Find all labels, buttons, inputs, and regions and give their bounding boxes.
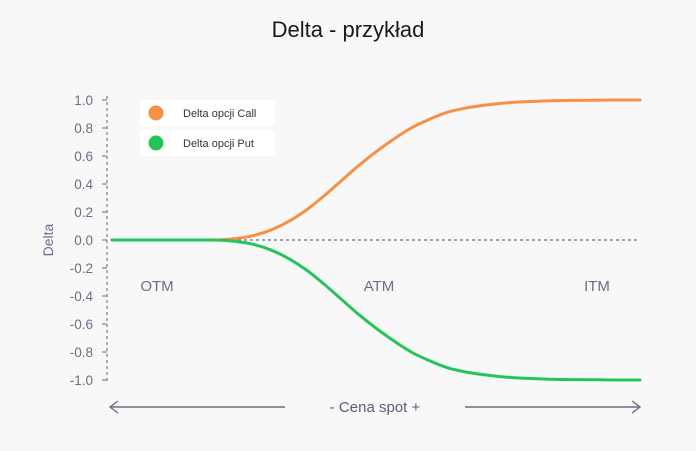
legend: Delta opcji Call Delta opcji Put [140, 100, 275, 156]
region-labels: OTM ATM ITM [140, 278, 610, 295]
y-tick-label: 0.4 [74, 177, 93, 192]
legend-put-label: Delta opcji Put [183, 138, 254, 150]
y-tick-label: 0.2 [74, 205, 93, 220]
y-axis-ticks: 1.0 0.8 0.6 0.4 0.2 0.0 -0.2 -0.4 -0.6 -0.8 -1.0 [70, 93, 107, 388]
y-tick-label: -0.6 [70, 317, 93, 332]
right-arrow-icon [631, 400, 642, 414]
y-tick-label: 0.6 [74, 149, 93, 164]
y-tick-label: -1.0 [70, 373, 93, 388]
legend-put-marker [148, 135, 164, 151]
y-tick-label: -0.4 [70, 289, 94, 304]
chart-title: Delta - przykład [272, 17, 425, 42]
region-label-otm: OTM [140, 278, 173, 295]
y-tick-label: 0.0 [74, 233, 93, 248]
region-label-atm: ATM [364, 278, 395, 295]
y-tick-label: -0.8 [70, 345, 93, 360]
legend-item-put-box [140, 130, 275, 156]
put-delta-line [110, 238, 642, 382]
legend-item-call-box [140, 100, 275, 126]
legend-call-marker [148, 105, 164, 121]
left-arrow-icon [108, 400, 119, 414]
region-label-itm: ITM [584, 278, 610, 295]
legend-call-label: Delta opcji Call [183, 108, 256, 120]
y-axis-label: Delta [40, 223, 56, 256]
y-tick-label: 0.8 [74, 121, 93, 136]
y-tick-label: 1.0 [74, 93, 93, 108]
x-axis-arrows: - Cena spot + [108, 399, 642, 416]
y-tick-label: -0.2 [70, 261, 93, 276]
series-lines [110, 98, 642, 382]
x-axis-label: - Cena spot + [330, 399, 421, 416]
